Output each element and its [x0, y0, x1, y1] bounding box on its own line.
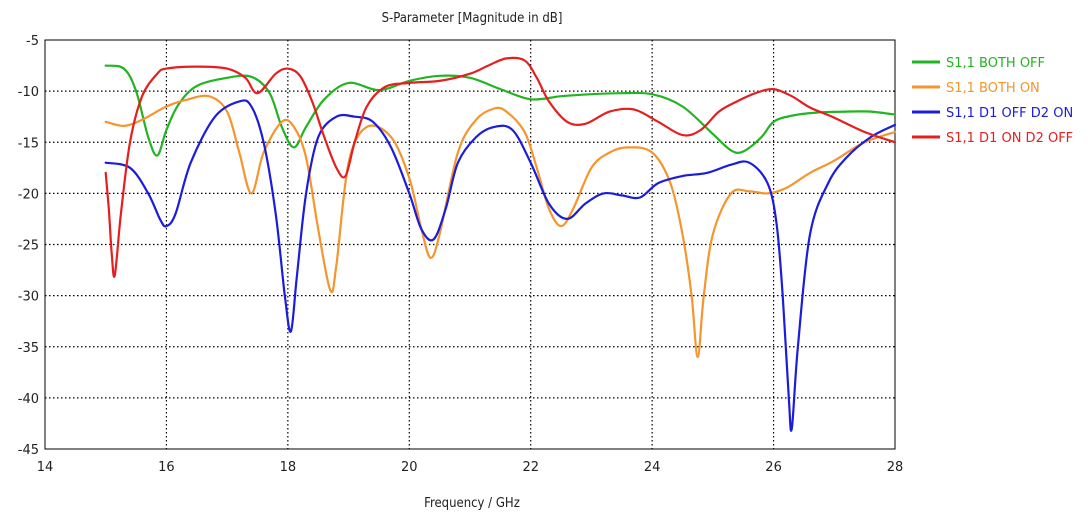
chart-title: S-Parameter [Magnitude in dB]	[382, 11, 563, 26]
series-line-3	[104, 99, 897, 432]
x-tick-label: 20	[401, 460, 418, 475]
y-tick-label: -20	[18, 187, 39, 202]
legend-label: S1,1 D1 OFF D2 ON	[946, 106, 1073, 121]
y-tick-label: -5	[26, 34, 39, 49]
y-tick-label: -30	[18, 290, 39, 305]
series-lines	[104, 56, 897, 432]
x-axis-title: Frequency / GHz	[424, 496, 520, 511]
x-tick-label: 18	[280, 460, 297, 475]
x-tick-label: 16	[158, 460, 175, 475]
y-tick-label: -40	[18, 392, 39, 407]
x-tick-label: 14	[37, 460, 54, 475]
legend: S1,1 BOTH OFF S1,1 BOTH ON S1,1 D1 OFF D2 …	[912, 56, 1073, 146]
legend-label: S1,1 D1 ON D2 OFF	[946, 131, 1073, 146]
y-tick-label: -10	[18, 85, 39, 100]
x-tick-label: 22	[522, 460, 539, 475]
y-tick-label: -15	[18, 136, 39, 151]
y-tick-label: -25	[18, 239, 39, 254]
x-tick-label: 26	[765, 460, 782, 475]
y-tick-label: -35	[18, 341, 39, 356]
series-line-4	[104, 56, 897, 278]
series-line-2	[104, 94, 897, 359]
y-tick-label: -45	[18, 443, 39, 458]
tick-labels: 14 16 18 20 22 24 26 28 -5 -10 -15 -20 -25 -30 -35 -40 -…	[18, 34, 904, 475]
x-tick-label: 24	[644, 460, 661, 475]
legend-label: S1,1 BOTH OFF	[946, 56, 1045, 71]
x-tick-label: 28	[887, 460, 904, 475]
plot-frame	[44, 39, 896, 450]
grid	[45, 40, 895, 449]
legend-label: S1,1 BOTH ON	[946, 81, 1040, 96]
series-line-1	[104, 64, 897, 157]
